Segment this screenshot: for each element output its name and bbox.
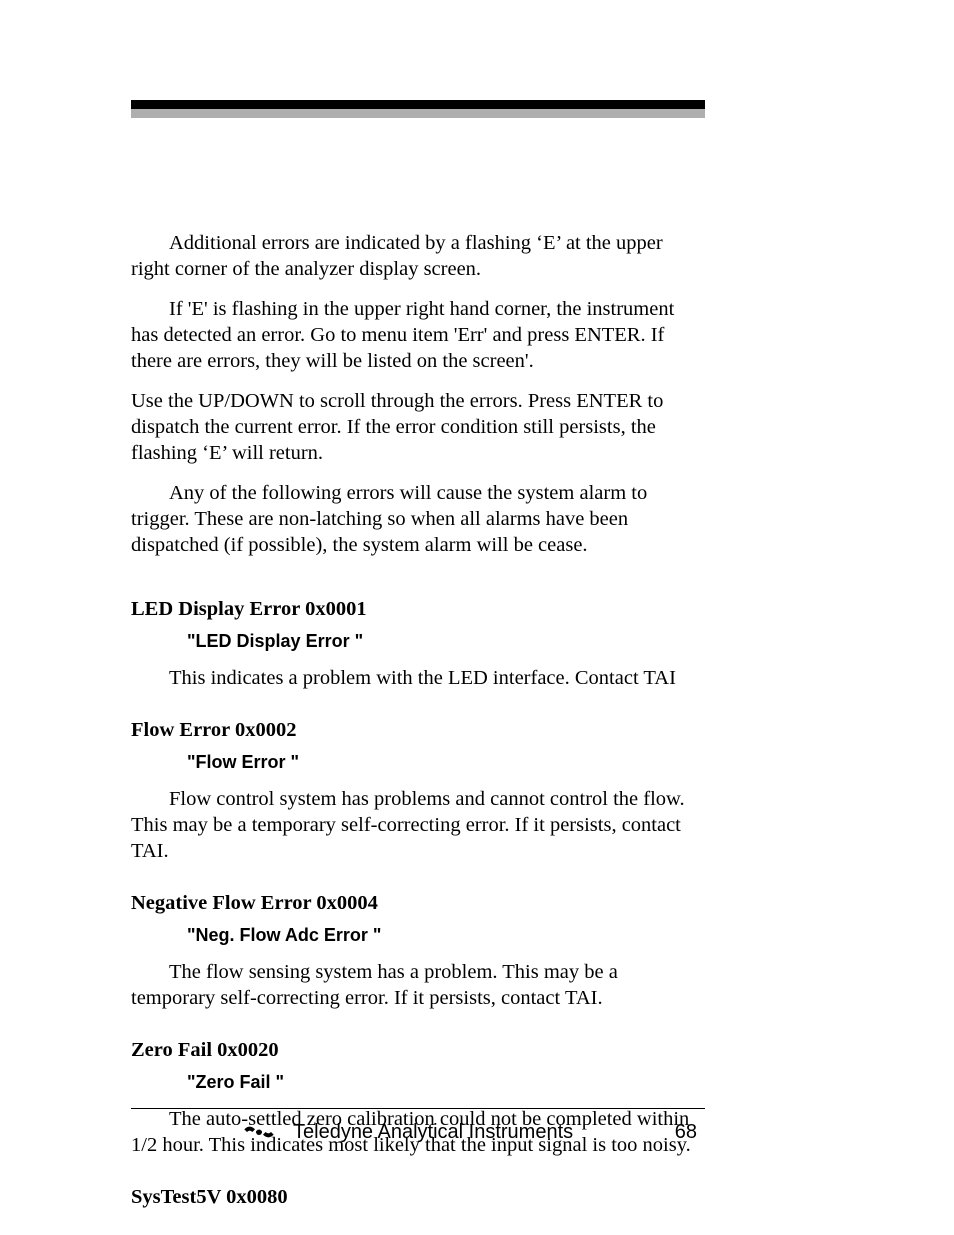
document-page: Additional errors are indicated by a fla… (0, 0, 954, 1235)
error-title-negflow: Negative Flow Error 0x0004 (131, 890, 705, 916)
paragraph: Additional errors are indicated by a fla… (131, 230, 705, 282)
paragraph: Any of the following errors will cause t… (131, 480, 705, 558)
error-title-flow: Flow Error 0x0002 (131, 717, 705, 743)
error-label-zerofail: "Zero Fail " (187, 1071, 705, 1094)
top-rule-black (131, 100, 705, 109)
error-title-led: LED Display Error 0x0001 (131, 596, 705, 622)
paragraph: If 'E' is flashing in the upper right ha… (131, 296, 705, 374)
paragraph: Use the UP/DOWN to scroll through the er… (131, 388, 705, 466)
footer-rule (131, 1108, 705, 1109)
footer-page-number: 68 (675, 1121, 697, 1144)
top-rule-gray (131, 109, 705, 118)
error-desc-led: This indicates a problem with the LED in… (131, 665, 705, 691)
footer-company: Teledyne Analytical Instruments (293, 1121, 573, 1144)
page-content: Additional errors are indicated by a fla… (131, 230, 705, 1065)
error-title-systest5v: SysTest5V 0x0080 (131, 1184, 705, 1210)
error-desc-negflow: The flow sensing system has a problem. T… (131, 959, 705, 1011)
error-label-flow: "Flow Error " (187, 751, 705, 774)
error-title-zerofail: Zero Fail 0x0020 (131, 1037, 705, 1063)
page-footer: Teledyne Analytical Instruments 68 (131, 1117, 705, 1147)
teledyne-logo-icon (243, 1121, 275, 1143)
error-label-negflow: "Neg. Flow Adc Error " (187, 924, 705, 947)
error-label-led: "LED Display Error " (187, 630, 705, 653)
error-desc-flow: Flow control system has problems and can… (131, 786, 705, 864)
